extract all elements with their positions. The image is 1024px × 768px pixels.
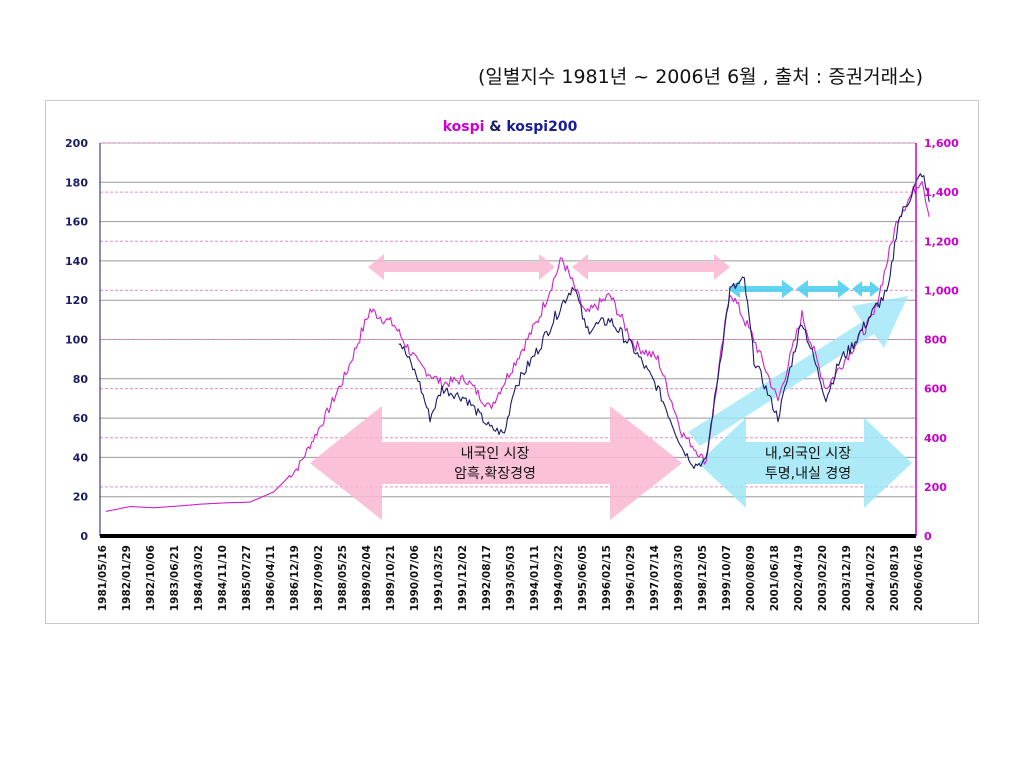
arrow-rising-trend bbox=[688, 296, 908, 446]
x-tick-label: 1998/03/30 bbox=[673, 545, 685, 611]
y-left-tick-label: 100 bbox=[65, 334, 88, 347]
x-tick-label: 2001/06/18 bbox=[769, 545, 781, 611]
y-left-tick-label: 20 bbox=[73, 491, 89, 504]
x-tick-label: 1989/02/04 bbox=[361, 545, 373, 611]
axes: 0 20 40 60 80 100 120 140 160 180 200 0 200 400 600 800… bbox=[65, 137, 959, 611]
annotation-text: 내,외국인 시장 bbox=[765, 446, 851, 462]
y-left-tick-label: 140 bbox=[65, 255, 88, 268]
arrow-top-pink-1 bbox=[368, 254, 555, 280]
arrow-foreign-era bbox=[698, 418, 912, 508]
annotation-text: 내국인 시장 bbox=[461, 446, 530, 462]
chart-title-part-0: kospi bbox=[443, 119, 485, 135]
x-tick-label: 1982/10/06 bbox=[145, 545, 157, 611]
x-tick-label: 1989/10/21 bbox=[385, 545, 397, 611]
y-right-tick-label: 1,400 bbox=[924, 186, 959, 199]
x-tick-label: 1985/07/27 bbox=[241, 545, 253, 611]
annotation-text: 투명,내실 경영 bbox=[765, 466, 851, 482]
x-tick-label: 1990/07/06 bbox=[409, 545, 421, 611]
trend-arrows bbox=[310, 254, 912, 520]
y-right-tick-label: 400 bbox=[924, 432, 947, 445]
y-left-tick-label: 40 bbox=[73, 451, 89, 464]
arrow-top-cyan-3 bbox=[852, 281, 880, 297]
y-right-tick-label: 0 bbox=[924, 530, 932, 543]
x-tick-label: 1986/04/11 bbox=[265, 545, 277, 611]
x-tick-label: 1991/12/02 bbox=[457, 545, 469, 611]
arrow-domestic-era bbox=[310, 406, 682, 520]
x-tick-label: 1996/10/29 bbox=[625, 545, 637, 611]
x-tick-label: 2003/12/19 bbox=[841, 545, 853, 611]
y-right-tick-label: 1,200 bbox=[924, 235, 959, 248]
series-line-kospi200 bbox=[398, 173, 930, 470]
y-left-tick-label: 0 bbox=[80, 530, 88, 543]
x-tick-label: 1984/11/10 bbox=[217, 545, 229, 611]
x-tick-label: 1987/09/02 bbox=[313, 545, 325, 611]
x-tick-label: 2006/06/16 bbox=[913, 545, 925, 611]
x-tick-label: 1995/06/05 bbox=[577, 545, 589, 611]
arrow-top-cyan-2 bbox=[796, 280, 850, 298]
y-right-tick-label: 800 bbox=[924, 334, 947, 347]
x-tick-label: 1986/12/19 bbox=[289, 545, 301, 611]
y-left-tick-label: 160 bbox=[65, 216, 88, 229]
y-left-tick-label: 60 bbox=[73, 412, 89, 425]
x-tick-label: 1994/09/22 bbox=[553, 545, 565, 611]
series-lines bbox=[105, 173, 930, 512]
x-tick-label: 1996/02/15 bbox=[601, 545, 613, 611]
chart-title: kospi & kospi200 bbox=[443, 119, 578, 135]
x-tick-label: 1997/07/14 bbox=[649, 545, 661, 611]
annotation-text: 암흑,확장경영 bbox=[454, 465, 536, 482]
y-right-tick-label: 1,600 bbox=[924, 137, 959, 150]
x-tick-label: 1983/06/21 bbox=[169, 545, 181, 611]
y-right-tick-label: 600 bbox=[924, 383, 947, 396]
grid-lines bbox=[100, 142, 916, 537]
x-tick-label: 1991/03/25 bbox=[433, 545, 445, 611]
y-left-tick-label: 120 bbox=[65, 294, 88, 307]
x-tick-label: 1988/05/25 bbox=[337, 545, 349, 611]
x-tick-label: 1982/01/29 bbox=[121, 545, 133, 611]
y-right-tick-label: 1,000 bbox=[924, 284, 959, 297]
x-tick-label: 1998/12/05 bbox=[697, 545, 709, 611]
chart-caption: (일별지수 1981년 ~ 2006년 6월 , 출처 : 증권거래소) bbox=[478, 66, 924, 88]
chart-frame bbox=[45, 100, 979, 624]
chart-title-part-1: & bbox=[484, 119, 506, 135]
x-tick-label: 1994/01/11 bbox=[529, 545, 541, 611]
arrow-top-pink-2 bbox=[572, 254, 730, 280]
y-left-tick-label: 180 bbox=[65, 176, 88, 189]
x-tick-label: 1992/08/17 bbox=[481, 545, 493, 611]
y-left-tick-label: 80 bbox=[73, 373, 89, 386]
y-left-tick-label: 200 bbox=[65, 137, 88, 150]
chart-title-part-2: kospi200 bbox=[506, 119, 577, 135]
x-tick-label: 1984/03/02 bbox=[193, 545, 205, 611]
x-tick-label: 2002/04/19 bbox=[793, 545, 805, 611]
series-line-kospi bbox=[105, 180, 930, 512]
x-tick-label: 2003/02/20 bbox=[817, 545, 829, 611]
arrow-top-cyan-1 bbox=[728, 280, 794, 298]
x-tick-label: 1981/05/16 bbox=[97, 545, 109, 611]
y-right-tick-label: 200 bbox=[924, 481, 947, 494]
x-tick-label: 1993/05/03 bbox=[505, 545, 517, 611]
x-tick-label: 2005/08/19 bbox=[889, 545, 901, 611]
x-tick-label: 1999/10/07 bbox=[721, 545, 733, 611]
x-tick-label: 2004/10/22 bbox=[865, 545, 877, 611]
x-tick-label: 2000/08/09 bbox=[745, 545, 757, 611]
